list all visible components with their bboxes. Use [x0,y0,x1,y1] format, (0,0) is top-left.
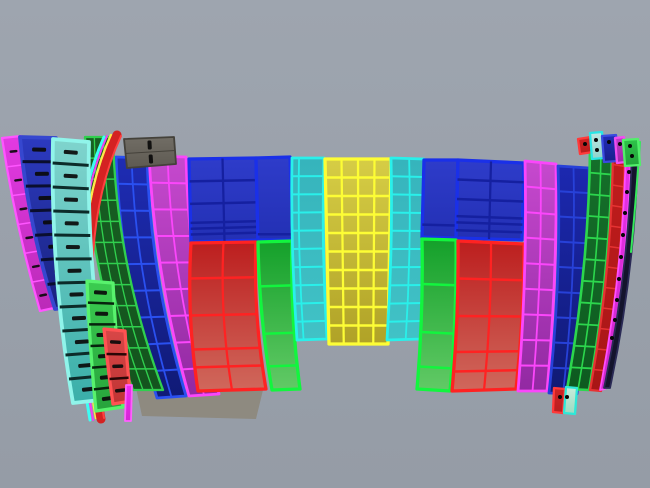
panel-label-mark [114,388,126,393]
panel-label-mark [74,339,89,345]
panel-label-mark [147,140,152,150]
panel-label-mark [31,264,40,269]
fan-sliver-magenta [124,384,133,422]
panel-block-red-right [450,239,526,393]
panel-label-mark [34,171,49,176]
panel-label-mark [65,245,80,250]
panel-block-blue-left-grid [187,156,260,244]
panel-label-mark [95,311,109,316]
panel-label-mark [9,149,18,153]
panel-col-cyan-right [385,156,427,342]
panel-col-cyan-left [290,156,329,342]
panel-block-blue-right-solo [420,158,460,240]
panel-block-blue-left-solo [254,155,295,242]
panel-label-mark [71,315,87,321]
panel-label-mark [25,235,34,240]
panel-label-mark [93,290,108,295]
panel-block-blue-right-grid [454,158,526,242]
ledge-gray [123,136,177,169]
panel-col-yellow-center [323,157,393,346]
panel-label-mark [32,147,47,152]
panel-label-mark [39,293,48,297]
panel-label-mark [69,292,84,297]
marker-dots [558,138,634,399]
panel-label-mark [19,207,28,211]
panel-col-magenta-right [516,159,558,393]
panel-label-mark [14,178,23,182]
panel-label-mark [112,364,124,369]
tab-top-green [621,137,642,168]
panel-label-mark [38,195,53,201]
tab-green-bottom [562,385,579,416]
panel-strip-green-right [415,237,458,393]
panel-strip-green-left [256,239,302,392]
panel-label-mark [67,268,82,273]
panel-label-mark [78,363,93,368]
panel-label-mark [64,221,79,226]
panel-label-mark [63,173,78,179]
panel-label-mark [63,197,78,202]
panel-block-red-left [188,240,268,393]
panel-label-mark [63,149,78,155]
panel-label-mark [109,340,121,345]
panel-label-mark [148,154,154,164]
